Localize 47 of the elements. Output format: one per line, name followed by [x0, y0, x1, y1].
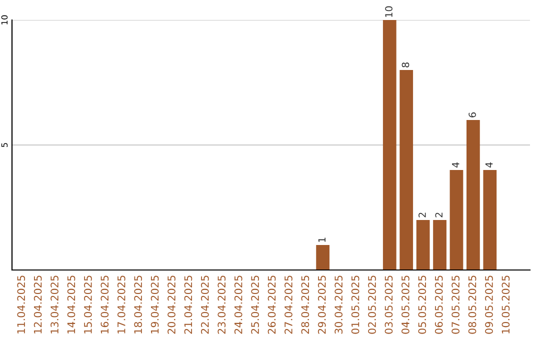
x-tick-label: 04.05.2025 — [401, 276, 410, 334]
data-label: 1 — [318, 238, 326, 242]
x-tick-label: 23.04.2025 — [218, 276, 226, 334]
bar — [382, 20, 396, 270]
x-tick-label: 18.04.2025 — [134, 276, 142, 334]
bar — [450, 170, 464, 270]
x-tick-label: 03.05.2025 — [384, 276, 393, 334]
x-tick-label: 11.04.2025 — [17, 276, 26, 334]
x-tick-label: 26.04.2025 — [268, 276, 276, 334]
x-tick-label: 24.04.2025 — [234, 276, 242, 334]
x-tick-label: 22.04.2025 — [200, 276, 209, 334]
x-tick-label: 16.04.2025 — [100, 276, 109, 334]
x-tick-label: 07.05.2025 — [452, 276, 460, 334]
x-tick-label: 20.04.2025 — [168, 276, 176, 334]
x-tick-label: 02.05.2025 — [368, 276, 376, 334]
x-tick-label: 29.04.2025 — [318, 276, 326, 334]
x-tick-label: 27.04.2025 — [284, 276, 292, 334]
data-label: 4 — [485, 162, 493, 168]
data-label: 10 — [385, 6, 392, 17]
bar — [416, 220, 430, 270]
data-label: 2 — [435, 212, 442, 218]
data-label: 8 — [402, 62, 410, 68]
x-tick-label: 09.05.2025 — [485, 276, 493, 334]
x-tick-label: 10.05.2025 — [502, 276, 510, 334]
x-tick-label: 17.04.2025 — [117, 276, 126, 334]
x-tick-label: 06.05.2025 — [434, 276, 443, 334]
data-label: 6 — [468, 112, 476, 118]
x-tick-label: 25.04.2025 — [251, 276, 259, 334]
bar — [433, 220, 446, 270]
x-tick-label: 19.04.2025 — [150, 276, 159, 334]
bar — [400, 70, 414, 270]
x-tick-label: 21.04.2025 — [184, 276, 192, 334]
x-tick-label: 30.04.2025 — [334, 276, 343, 334]
x-tick-label: 28.04.2025 — [301, 276, 310, 334]
data-label: 4 — [452, 162, 460, 168]
x-tick-label: 14.04.2025 — [67, 276, 76, 334]
bar — [466, 120, 480, 270]
x-tick-label: 15.04.2025 — [84, 276, 92, 334]
x-tick-label: 08.05.2025 — [468, 276, 476, 334]
y-tick-label: 5 — [1, 143, 8, 148]
data-label: 2 — [418, 212, 426, 218]
x-tick-label: 05.05.2025 — [418, 276, 426, 334]
x-tick-label: 13.04.2025 — [50, 276, 58, 334]
x-tick-label: 12.04.2025 — [34, 276, 42, 334]
x-tick-label: 01.05.2025 — [351, 276, 360, 334]
bar — [483, 170, 497, 270]
bar — [316, 245, 330, 270]
